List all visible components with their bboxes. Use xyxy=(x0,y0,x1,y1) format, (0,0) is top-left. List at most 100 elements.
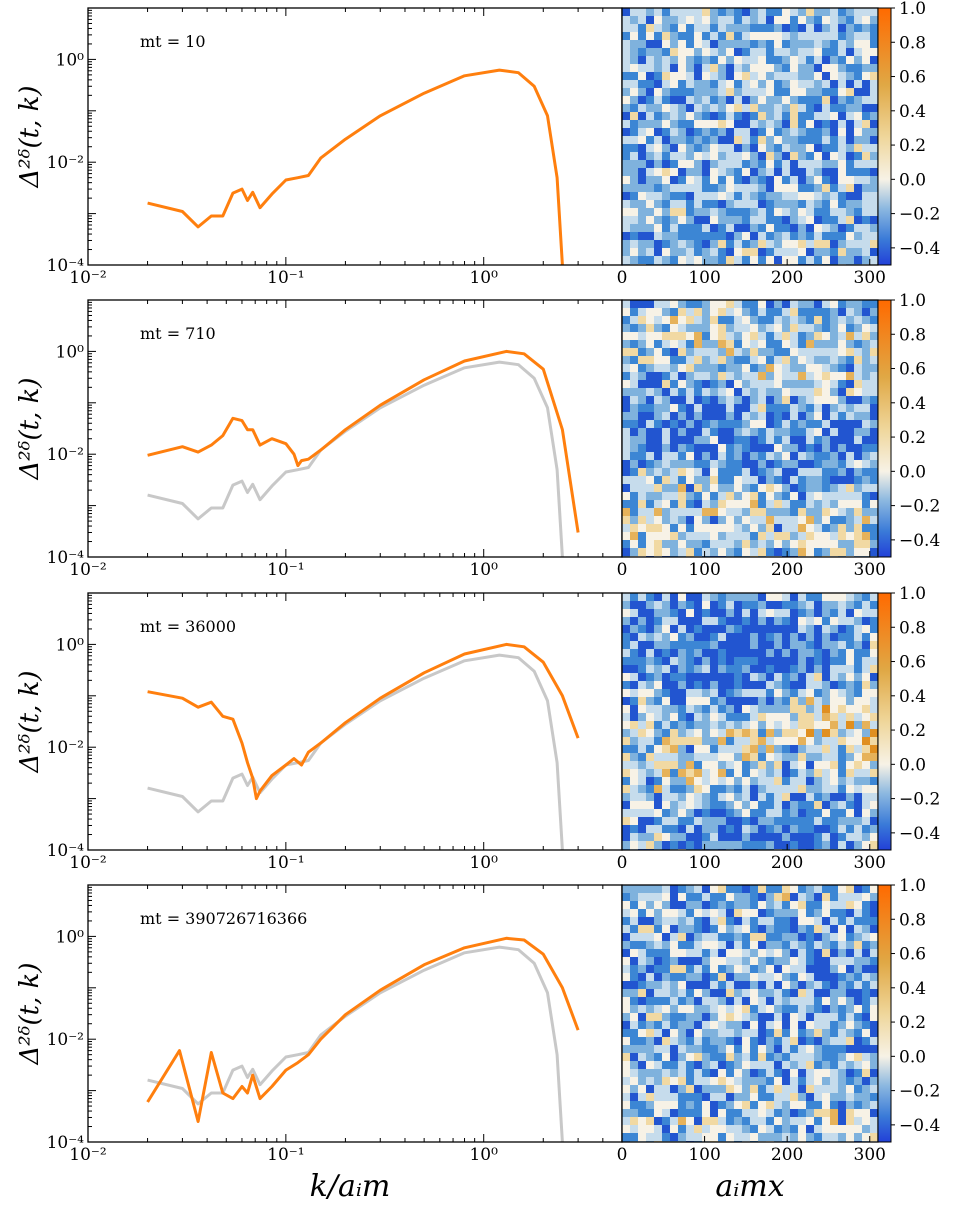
map-cell xyxy=(686,48,694,56)
map-cell xyxy=(638,721,646,729)
map-cell xyxy=(854,989,862,997)
map-cell xyxy=(742,128,750,136)
map-cell xyxy=(694,516,702,524)
map-cell xyxy=(670,492,678,500)
map-cell xyxy=(638,593,646,601)
map-cell xyxy=(686,1045,694,1053)
map-cell xyxy=(726,248,734,256)
map-cell xyxy=(814,460,822,468)
map-cell xyxy=(742,468,750,476)
map-cell xyxy=(766,492,774,500)
map-cell xyxy=(694,705,702,713)
map-cell xyxy=(742,232,750,240)
map-cell xyxy=(638,80,646,88)
map-cell xyxy=(630,625,638,633)
map-cell xyxy=(830,697,838,705)
map-cell xyxy=(718,745,726,753)
map-cell xyxy=(702,176,710,184)
map-cell xyxy=(678,769,686,777)
map-cell xyxy=(846,673,854,681)
x-tick-label: 10⁰ xyxy=(469,853,498,873)
map-cell xyxy=(870,348,878,356)
map-cell xyxy=(646,909,654,917)
map-cell xyxy=(822,769,830,777)
map-cell xyxy=(798,925,806,933)
map-cell xyxy=(766,136,774,144)
map-cell xyxy=(782,104,790,112)
map-cell xyxy=(670,609,678,617)
map-cell xyxy=(806,500,814,508)
map-cell xyxy=(638,516,646,524)
map-cell xyxy=(630,833,638,841)
map-cell xyxy=(782,468,790,476)
map-cell xyxy=(846,436,854,444)
map-cell xyxy=(646,1093,654,1101)
map-cell xyxy=(814,885,822,893)
map-cell xyxy=(814,761,822,769)
map-cell xyxy=(670,404,678,412)
map-cell xyxy=(814,841,822,849)
map-cell xyxy=(750,825,758,833)
map-cell xyxy=(790,593,798,601)
map-cell xyxy=(806,777,814,785)
map-cell xyxy=(862,492,870,500)
map-cell xyxy=(678,761,686,769)
map-cell xyxy=(694,428,702,436)
map-cell xyxy=(646,633,654,641)
map-cell xyxy=(838,468,846,476)
map-cell xyxy=(782,152,790,160)
map-cell xyxy=(646,508,654,516)
map-cell xyxy=(734,649,742,657)
map-cell xyxy=(734,516,742,524)
map-cell xyxy=(734,476,742,484)
map-cell xyxy=(630,1013,638,1021)
map-cell xyxy=(742,1013,750,1021)
map-cell xyxy=(862,841,870,849)
map-cell xyxy=(742,1117,750,1125)
map-cell xyxy=(678,436,686,444)
map-cell xyxy=(686,689,694,697)
map-cell xyxy=(646,833,654,841)
map-cell xyxy=(822,801,830,809)
map-cell xyxy=(654,332,662,340)
map-cell xyxy=(678,713,686,721)
map-cell xyxy=(782,428,790,436)
map-cell xyxy=(678,72,686,80)
map-cell xyxy=(710,617,718,625)
map-cell xyxy=(694,997,702,1005)
map-cell xyxy=(686,817,694,825)
map-cell xyxy=(750,444,758,452)
map-cell xyxy=(638,444,646,452)
map-cell xyxy=(638,713,646,721)
map-cell xyxy=(694,617,702,625)
map-cell xyxy=(854,801,862,809)
map-cell xyxy=(822,1117,830,1125)
map-cell xyxy=(774,1061,782,1069)
map-cell xyxy=(630,689,638,697)
map-cell xyxy=(702,817,710,825)
map-cell xyxy=(838,989,846,997)
map-cell xyxy=(646,184,654,192)
map-cell xyxy=(750,817,758,825)
map-cell xyxy=(622,665,630,673)
map-cell xyxy=(734,941,742,949)
map-cell xyxy=(790,1021,798,1029)
map-cell xyxy=(790,40,798,48)
map-cell xyxy=(774,144,782,152)
map-cell xyxy=(862,88,870,96)
map-cell xyxy=(622,168,630,176)
map-cell xyxy=(694,753,702,761)
map-cell xyxy=(742,340,750,348)
map-cell xyxy=(766,1069,774,1077)
map-cell xyxy=(822,120,830,128)
map-cell xyxy=(638,801,646,809)
map-cell xyxy=(670,348,678,356)
map-cell xyxy=(638,989,646,997)
map-cell xyxy=(670,72,678,80)
map-cell xyxy=(654,1093,662,1101)
map-cell xyxy=(766,128,774,136)
map-cell xyxy=(870,56,878,64)
map-cell xyxy=(638,40,646,48)
map-cell xyxy=(814,1037,822,1045)
map-cell xyxy=(790,532,798,540)
